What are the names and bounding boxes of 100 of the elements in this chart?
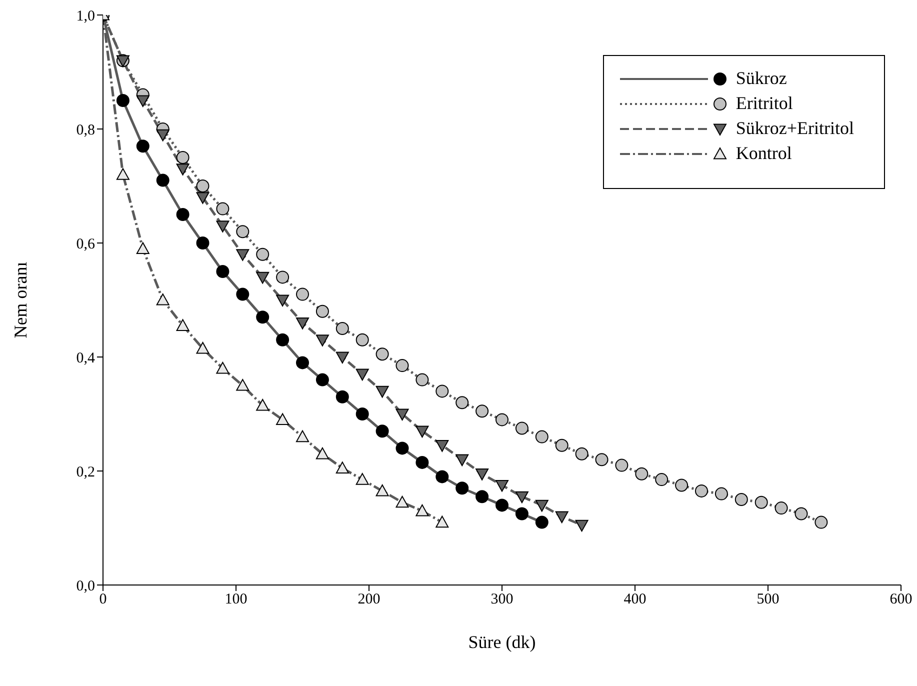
- point: [476, 490, 489, 504]
- point: [296, 318, 309, 330]
- point: [316, 373, 329, 386]
- point: [116, 168, 130, 180]
- point: [655, 473, 668, 486]
- point: [416, 504, 429, 516]
- point: [336, 352, 349, 364]
- legend-label: Sükroz+Eritritol: [736, 117, 854, 140]
- point: [236, 225, 250, 238]
- point: [336, 462, 349, 474]
- point: [336, 322, 349, 335]
- point: [456, 396, 469, 410]
- point: [456, 454, 469, 466]
- point: [555, 511, 568, 524]
- point: [476, 468, 489, 480]
- point: [535, 430, 548, 444]
- legend-label: Sükroz: [736, 67, 787, 90]
- point: [515, 491, 528, 504]
- point: [316, 447, 329, 460]
- point: [276, 270, 290, 284]
- point: [196, 342, 210, 354]
- point: [216, 202, 230, 216]
- y-tick-label: 0,0: [76, 578, 95, 594]
- point: [176, 319, 190, 331]
- point: [535, 500, 548, 512]
- point: [436, 384, 449, 398]
- point: [276, 413, 290, 425]
- legend-label: Eritritol: [736, 92, 793, 115]
- point: [296, 288, 309, 301]
- point: [436, 440, 449, 452]
- point: [276, 294, 290, 306]
- point: [136, 242, 150, 254]
- y-tick-label: 0,6: [76, 236, 96, 252]
- point: [196, 192, 210, 204]
- point: [734, 493, 748, 506]
- point: [196, 180, 210, 192]
- point: [675, 478, 688, 492]
- point: [376, 424, 389, 438]
- point: [714, 487, 728, 500]
- legend-label: Kontrol: [736, 142, 792, 165]
- point: [316, 304, 329, 318]
- point: [296, 430, 309, 442]
- point: [256, 398, 270, 411]
- point: [156, 129, 170, 142]
- point: [356, 333, 369, 346]
- point: [276, 333, 290, 346]
- point: [136, 95, 150, 107]
- point: [396, 496, 409, 508]
- x-tick-label: 300: [490, 592, 514, 608]
- point: [176, 164, 190, 176]
- point: [416, 456, 429, 469]
- point: [256, 310, 270, 324]
- point: [436, 516, 449, 528]
- point: [416, 426, 429, 438]
- point: [754, 496, 768, 509]
- y-axis-title: Nem oranı: [10, 262, 30, 338]
- y-tick-label: 0,2: [76, 464, 95, 480]
- point: [396, 442, 409, 455]
- point: [496, 480, 508, 492]
- point: [356, 473, 369, 485]
- x-tick-label: 200: [358, 592, 380, 608]
- point: [256, 272, 270, 284]
- point: [236, 249, 250, 261]
- point: [196, 236, 210, 250]
- point: [794, 507, 808, 520]
- point: [236, 379, 250, 391]
- x-tick-label: 0: [99, 592, 107, 608]
- point: [774, 502, 788, 515]
- x-tick-label: 100: [224, 592, 248, 608]
- point: [814, 516, 828, 529]
- point: [356, 408, 369, 420]
- point: [615, 458, 628, 472]
- point: [456, 482, 469, 495]
- y-tick-label: 1,0: [76, 8, 95, 24]
- y-tick-label: 0,8: [76, 122, 95, 138]
- y-tick-label: 0,4: [76, 350, 96, 366]
- point: [116, 94, 130, 107]
- point: [416, 373, 429, 386]
- x-axis-title: Süre (dk): [468, 632, 536, 652]
- point: [695, 484, 708, 498]
- point: [216, 220, 230, 232]
- point: [436, 470, 449, 484]
- point: [236, 288, 250, 301]
- x-tick-label: 600: [890, 592, 912, 608]
- point: [396, 359, 409, 372]
- point: [595, 453, 608, 466]
- x-tick-label: 400: [624, 592, 646, 608]
- point: [376, 348, 389, 361]
- point: [496, 413, 508, 426]
- point: [476, 404, 489, 418]
- point: [496, 498, 508, 512]
- point: [176, 208, 190, 221]
- point: [156, 174, 170, 187]
- point: [216, 362, 230, 374]
- point: [515, 422, 528, 435]
- point: [376, 386, 389, 398]
- point: [376, 484, 389, 496]
- point: [396, 408, 409, 420]
- point: [336, 390, 349, 404]
- point: [216, 265, 230, 278]
